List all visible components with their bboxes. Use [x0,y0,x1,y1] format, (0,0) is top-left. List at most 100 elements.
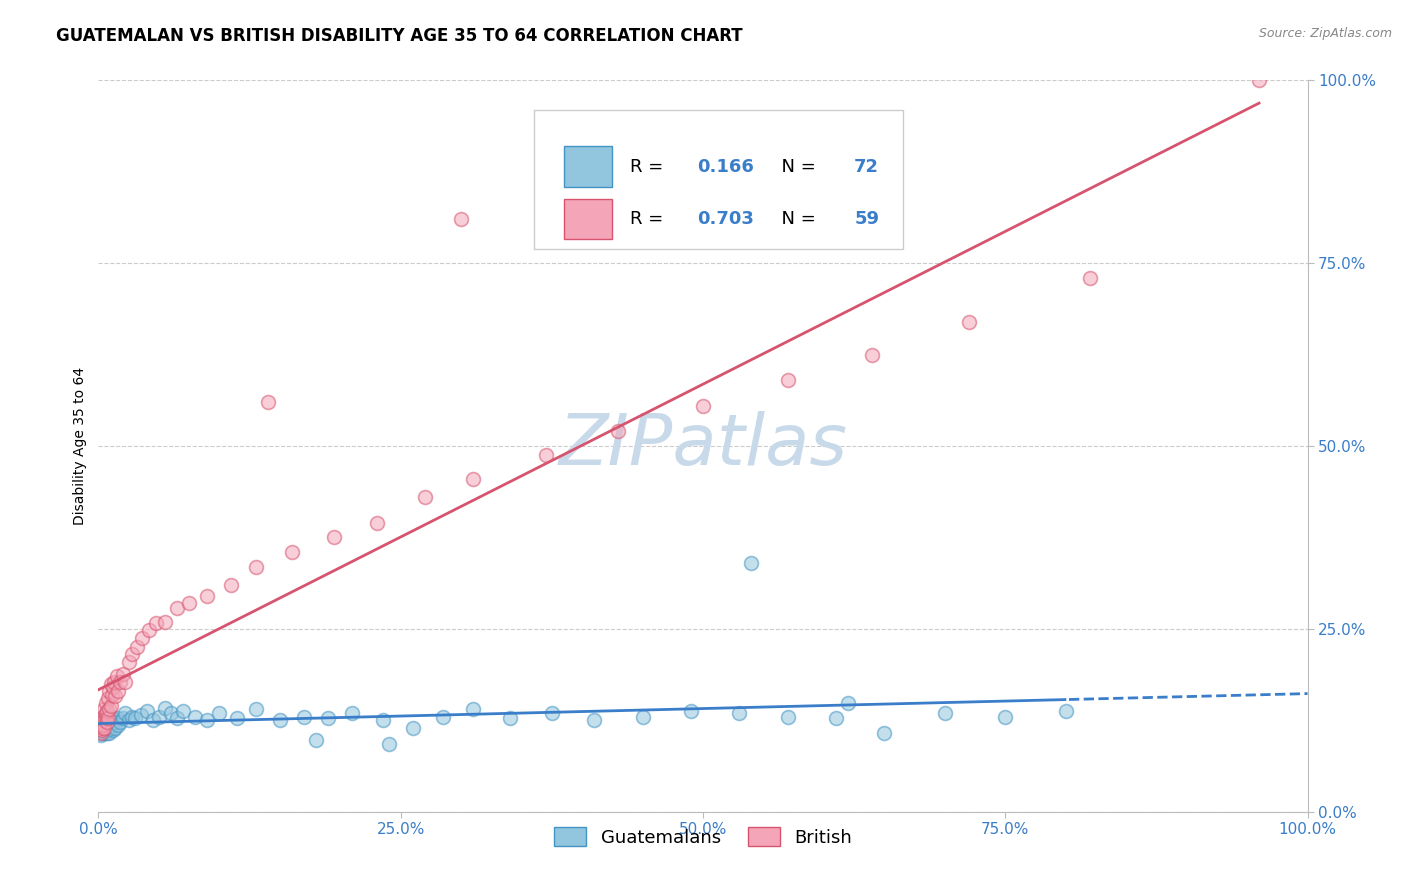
Text: 0.703: 0.703 [697,210,754,227]
Point [873,725,896,739]
Point [172,704,194,718]
Point [179,596,201,610]
Point [103,715,125,730]
Point [342,706,364,720]
Point [305,733,328,747]
Point [371,714,394,728]
Point [89,721,111,735]
Point [631,709,654,723]
Point [90,714,112,728]
Point [153,615,176,629]
Point [432,709,454,723]
Point [90,717,112,731]
Point [323,530,346,544]
Point [534,448,557,462]
Point [124,711,146,725]
Point [402,721,425,735]
Point [96,704,118,718]
Text: N =: N = [769,158,821,176]
Point [96,715,118,730]
Point [226,711,249,725]
Point [463,472,485,486]
Point [111,711,134,725]
FancyBboxPatch shape [564,199,613,239]
Point [450,212,472,227]
Point [269,714,291,728]
Point [94,718,117,732]
Point [138,624,160,638]
Point [498,711,520,725]
Point [148,709,170,723]
Point [96,715,118,730]
Point [957,315,980,329]
Point [740,556,762,570]
Point [108,674,131,689]
Point [101,681,124,695]
Point [97,723,120,737]
Point [100,698,122,713]
Point [103,674,125,689]
Point [994,709,1017,723]
Point [91,709,114,723]
Point [108,715,131,730]
Point [101,723,124,737]
Text: Source: ZipAtlas.com: Source: ZipAtlas.com [1258,27,1392,40]
Point [195,589,218,603]
Point [105,669,128,683]
Point [100,676,122,690]
Point [245,702,267,716]
Point [153,701,176,715]
Point [96,721,118,735]
Point [118,714,141,728]
Point [90,725,112,739]
Point [127,640,149,655]
Point [98,702,121,716]
Point [105,711,128,725]
Point [776,709,799,723]
Point [100,714,122,728]
Point [104,689,127,703]
Point [1078,270,1101,285]
Point [142,714,165,728]
Point [413,490,436,504]
Point [129,708,152,723]
Point [93,725,115,739]
Point [184,709,207,723]
Point [107,718,129,732]
Point [245,559,267,574]
Text: 59: 59 [855,210,879,227]
Point [90,718,112,732]
Point [94,706,117,720]
Point [104,721,127,735]
Point [91,714,114,728]
Point [728,706,751,720]
Point [316,711,339,725]
Point [100,711,122,725]
Point [91,718,114,732]
Text: 0.166: 0.166 [697,158,754,176]
Point [97,718,120,732]
Point [256,395,278,409]
Point [121,648,143,662]
Point [100,718,122,732]
Point [195,714,218,728]
Point [166,601,188,615]
Point [776,373,799,387]
Point [93,721,115,735]
Point [131,631,153,645]
Point [97,711,120,725]
Point [93,721,115,735]
Point [366,516,388,530]
Point [583,714,606,728]
Point [98,725,121,739]
FancyBboxPatch shape [564,146,613,186]
Point [93,714,115,728]
Text: ZIPatlas: ZIPatlas [558,411,848,481]
Point [135,704,157,718]
Point [93,702,115,716]
Point [100,721,122,735]
Point [93,714,115,728]
Text: N =: N = [769,210,821,227]
Point [90,728,112,742]
Point [91,724,114,739]
